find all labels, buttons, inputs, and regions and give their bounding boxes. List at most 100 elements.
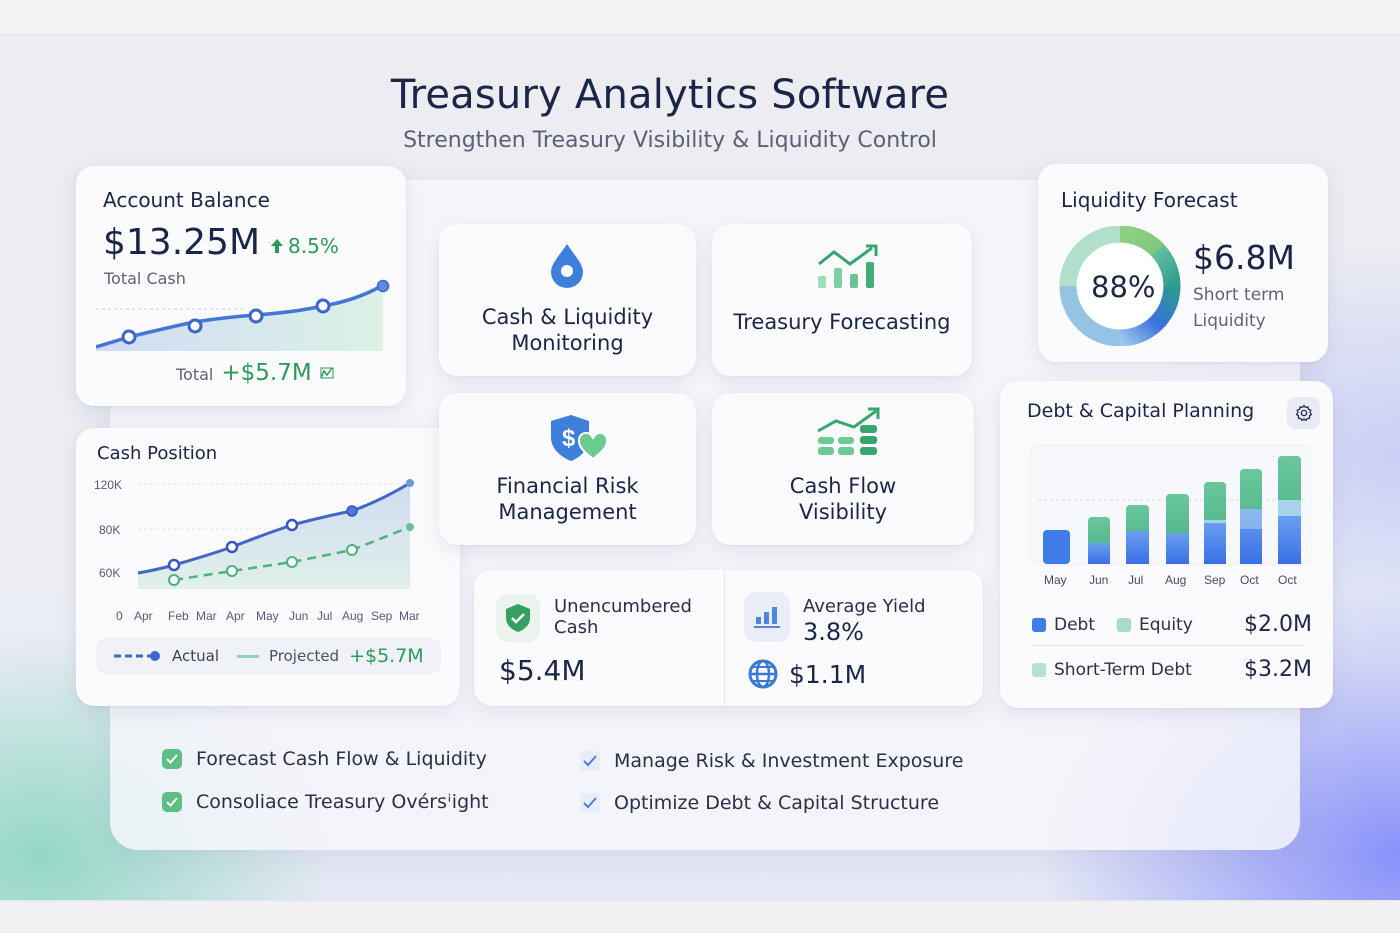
debt-capital-bar-chart: May Jun Jul Aug Sep Oct Oct [1029, 444, 1313, 587]
tile-label-line2: Management [498, 500, 637, 524]
cash-position-chart: 120K 80K 60K 0 Apr Feb Mar Apr May Jun J… [94, 478, 420, 623]
bar-chart-icon-box [744, 592, 790, 642]
globe-icon [748, 659, 778, 689]
svg-text:Oct: Oct [1278, 573, 1297, 587]
liquidity-caption-line1: Short term [1193, 285, 1285, 305]
balance-change: 8.5% [288, 234, 339, 258]
legend-equity: Equity [1139, 614, 1193, 635]
svg-text:$: $ [562, 425, 576, 452]
bottom-band [0, 900, 1400, 933]
svg-text:May: May [1044, 573, 1067, 587]
svg-text:Jul: Jul [1128, 573, 1143, 587]
tile-treasury-forecasting[interactable]: Treasury Forecasting [712, 224, 972, 376]
legend-debt: Debt [1054, 614, 1096, 635]
svg-text:Sep: Sep [1204, 573, 1226, 587]
legend-short-term-debt: Short-Term Debt [1054, 659, 1192, 680]
account-balance-card[interactable]: Account Balance $13.25M 8.5% Total Cash [76, 166, 406, 406]
debt-capital-card[interactable]: Debt & Capital Planning [1000, 381, 1333, 708]
total-value: +$5.7M [221, 360, 312, 386]
svg-text:Oct: Oct [1240, 573, 1259, 587]
page-title: Treasury Analytics Software [390, 72, 950, 118]
balance-amount: $13.25M [103, 222, 261, 263]
arrow-up-icon [271, 239, 284, 253]
metric-divider [724, 570, 725, 706]
metric-value: $5.4M [499, 654, 586, 687]
tile-financial-risk-management[interactable]: $ Financial Risk Management [439, 393, 696, 545]
metric-value: $1.1M [789, 659, 867, 689]
card-title: Liquidity Forecast [1061, 188, 1238, 212]
check-icon [162, 792, 182, 812]
metric-average-yield[interactable]: Average Yield 3.8% $1.1M [725, 570, 983, 706]
svg-text:Feb: Feb [168, 609, 189, 623]
short-term-debt-swatch [1032, 662, 1046, 677]
debt-swatch [1032, 617, 1046, 632]
card-title: Cash Position [97, 443, 218, 464]
check-icon [162, 749, 182, 769]
svg-text:Sep: Sep [371, 609, 393, 623]
metrics-card: Unencumbered Cash $5.4M Average Yield 3.… [474, 570, 983, 706]
checklist-label: Optimize Debt & Capital Structure [614, 792, 940, 814]
shield-check-icon-box [496, 594, 540, 642]
tile-label-line1: Financial Risk [496, 474, 639, 498]
metric-unencumbered-cash[interactable]: Unencumbered Cash $5.4M [474, 570, 724, 706]
svg-text:Jun: Jun [1089, 573, 1108, 587]
svg-text:Apr: Apr [134, 609, 153, 623]
short-term-value: $3.2M [1244, 657, 1312, 682]
gear-icon [1295, 404, 1312, 422]
svg-text:0: 0 [116, 609, 123, 623]
tile-label-line1: Treasury Forecasting [733, 310, 951, 334]
liquidity-amount: $6.8M [1193, 238, 1295, 277]
settings-button[interactable] [1287, 397, 1320, 429]
legend-actual: Actual [172, 647, 219, 665]
top-band [0, 0, 1400, 35]
legend-projected: Projected [269, 647, 340, 665]
trend-chart-icon [320, 367, 334, 379]
card-title: Account Balance [103, 188, 270, 212]
metric-label-line2: Cash [554, 617, 599, 638]
metric-label-line1: Unencumbered [554, 596, 692, 617]
cash-position-legend: Actual Projected +$5.7M [96, 638, 441, 674]
svg-text:80K: 80K [99, 523, 120, 537]
metric-percent: 3.8% [803, 618, 864, 646]
tile-label-line2: Monitoring [511, 331, 624, 355]
legend-divider [1032, 645, 1304, 646]
bar-chart-icon [754, 607, 780, 628]
checklist-item: Manage Risk & Investment Exposure [580, 750, 963, 772]
liquidity-forecast-card[interactable]: Liquidity Forecast 88% $6.8M Short term … [1038, 164, 1328, 362]
cash-position-card[interactable]: Cash Position 120K 80K 60K 0 Apr Feb Mar… [76, 428, 460, 706]
tile-label-line1: Cash Flow [789, 474, 897, 498]
growth-chart-icon [818, 244, 878, 288]
tile-cash-liquidity-monitoring[interactable]: Cash & Liquidity Monitoring [439, 224, 696, 376]
svg-text:120K: 120K [94, 478, 122, 492]
tile-label-line2: Visibility [798, 500, 887, 524]
svg-text:Aug: Aug [342, 609, 363, 623]
svg-text:Mar: Mar [399, 609, 420, 623]
projected-legend-icon [237, 654, 259, 658]
svg-text:Apr: Apr [226, 609, 245, 623]
checklist-item: Consoliace Treasury Ovérsꜞight [162, 791, 489, 813]
tile-label-line1: Cash & Liquidity [481, 305, 654, 329]
svg-text:Mar: Mar [196, 609, 217, 623]
coin-stack-growth-icon [817, 407, 880, 455]
total-label: Total [176, 365, 214, 384]
card-title: Debt & Capital Planning [1027, 400, 1255, 422]
checklist-item: Forecast Cash Flow & Liquidity [162, 748, 487, 770]
equity-value: $2.0M [1244, 612, 1312, 637]
checklist-label: Manage Risk & Investment Exposure [614, 750, 964, 772]
svg-text:Jul: Jul [317, 609, 332, 623]
liquidity-percent: 88% [1091, 270, 1156, 304]
checklist-label: Forecast Cash Flow & Liquidity [196, 748, 487, 770]
page-subtitle: Strengthen Treasury Visibility & Liquidi… [403, 128, 937, 153]
liquidity-caption-line2: Liquidity [1193, 311, 1266, 331]
checklist-item: Optimize Debt & Capital Structure [580, 792, 939, 814]
water-drop-icon [551, 244, 583, 288]
balance-line-chart [96, 279, 390, 351]
tile-cash-flow-visibility[interactable]: Cash Flow Visibility [712, 393, 974, 545]
svg-text:60K: 60K [99, 566, 120, 580]
svg-text:May: May [256, 609, 279, 623]
equity-swatch [1117, 617, 1132, 632]
svg-text:Aug: Aug [1165, 573, 1186, 587]
metric-label: Average Yield [803, 596, 926, 617]
liquidity-donut-chart [1059, 226, 1181, 346]
checklist-label: Consoliace Treasury Ovérsꜞight [196, 791, 489, 813]
